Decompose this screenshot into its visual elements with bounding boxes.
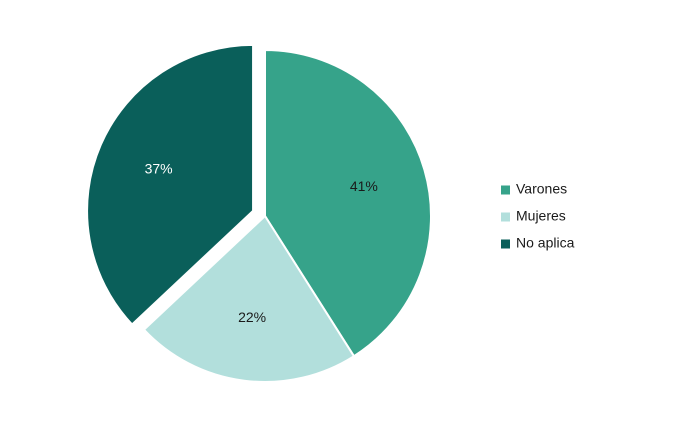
- pie-labels: 41% 22% 37%: [145, 161, 378, 325]
- legend-swatch-no-aplica: [501, 239, 510, 249]
- legend-label-varones: Varones: [516, 181, 567, 197]
- legend-swatch-mujeres: [501, 212, 510, 222]
- pie-slice-mujeres: [142, 214, 356, 383]
- pie-slices: [86, 43, 432, 383]
- slice-label-varones: 41%: [350, 178, 378, 194]
- legend: Varones Mujeres No aplica: [501, 181, 575, 251]
- slice-label-mujeres: 22%: [238, 309, 266, 325]
- pie-slice-no-aplica: [86, 43, 255, 326]
- legend-swatch-varones: [501, 185, 510, 195]
- slice-label-no-aplica: 37%: [145, 161, 173, 177]
- legend-label-no-aplica: No aplica: [516, 235, 575, 251]
- legend-label-mujeres: Mujeres: [516, 208, 566, 224]
